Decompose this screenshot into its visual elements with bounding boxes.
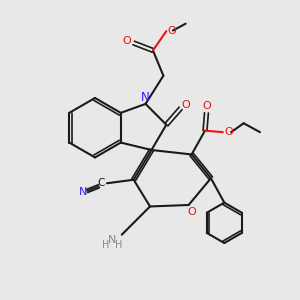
Text: N: N bbox=[108, 235, 116, 245]
Text: C: C bbox=[98, 178, 105, 188]
Text: N: N bbox=[141, 91, 150, 104]
Text: H: H bbox=[102, 239, 109, 250]
Text: N: N bbox=[79, 187, 88, 196]
Text: H: H bbox=[115, 239, 122, 250]
Text: O: O bbox=[202, 101, 211, 111]
Text: O: O bbox=[182, 100, 190, 110]
Text: O: O bbox=[167, 26, 176, 36]
Text: O: O bbox=[123, 36, 131, 46]
Text: O: O bbox=[188, 207, 197, 218]
Text: O: O bbox=[224, 127, 233, 137]
